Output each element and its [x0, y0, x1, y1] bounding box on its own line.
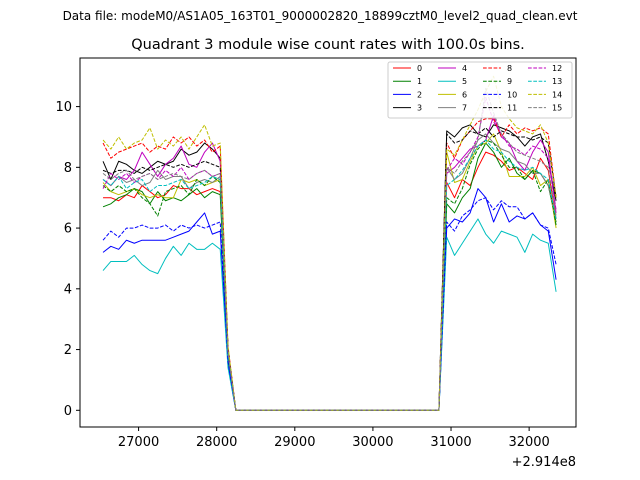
series-line-0: [103, 151, 557, 411]
series-layer: [102, 75, 557, 411]
x-axis: 27000 28000 29000 30000 31000 32000: [118, 427, 550, 450]
y-tick-label: 8: [64, 161, 72, 176]
y-tick-label: 10: [55, 100, 72, 115]
legend-box: [387, 61, 573, 119]
series-line-5: [102, 218, 557, 411]
series-line-11: [102, 127, 557, 411]
series-line-4: [102, 115, 557, 411]
series-line-2: [102, 188, 557, 411]
legend-label-3: 3: [417, 104, 422, 113]
legend-label-15: 15: [552, 104, 562, 113]
legend-label-7: 7: [462, 104, 467, 113]
legend-label-2: 2: [417, 90, 422, 99]
series-line-6: [102, 133, 557, 411]
legend-label-13: 13: [552, 77, 562, 86]
data-file-caption: Data file: modeM0/AS1A05_163T01_90000028…: [63, 9, 578, 23]
legend-label-9: 9: [507, 77, 512, 86]
legend-label-11: 11: [507, 104, 517, 113]
axes-frame: [79, 57, 577, 428]
y-tick-label: 0: [64, 404, 72, 419]
legend-label-12: 12: [552, 64, 562, 73]
y-tick-label: 4: [64, 282, 72, 297]
y-axis: 0 2 4 6 8 10: [55, 100, 80, 419]
legend-label-4: 4: [462, 64, 467, 73]
chart-title: Quadrant 3 module wise count rates with …: [131, 37, 525, 53]
series-line-15: [102, 87, 557, 411]
series-line-13: [102, 139, 557, 411]
y-tick-label: 6: [64, 222, 72, 237]
legend-label-0: 0: [417, 64, 422, 73]
series-line-14: [102, 75, 557, 411]
series-line-7: [102, 133, 557, 411]
x-tick-label: 27000: [118, 435, 159, 450]
series-line-10: [102, 197, 557, 411]
x-tick-label: 29000: [274, 435, 315, 450]
series-line-3: [102, 124, 557, 411]
legend-label-10: 10: [507, 90, 517, 99]
x-tick-label: 28000: [196, 435, 237, 450]
y-tick-label: 2: [64, 343, 72, 358]
series-line-9: [102, 139, 557, 411]
series-line-12: [102, 96, 557, 411]
x-tick-label: 30000: [352, 435, 393, 450]
legend-label-8: 8: [507, 64, 512, 73]
legend-label-6: 6: [462, 90, 467, 99]
legend-label-5: 5: [462, 77, 467, 86]
x-tick-label: 32000: [508, 435, 549, 450]
legend-label-1: 1: [417, 77, 422, 86]
x-offset-label: +2.914e8: [512, 455, 576, 470]
x-tick-label: 31000: [430, 435, 471, 450]
legend-label-14: 14: [552, 90, 562, 99]
